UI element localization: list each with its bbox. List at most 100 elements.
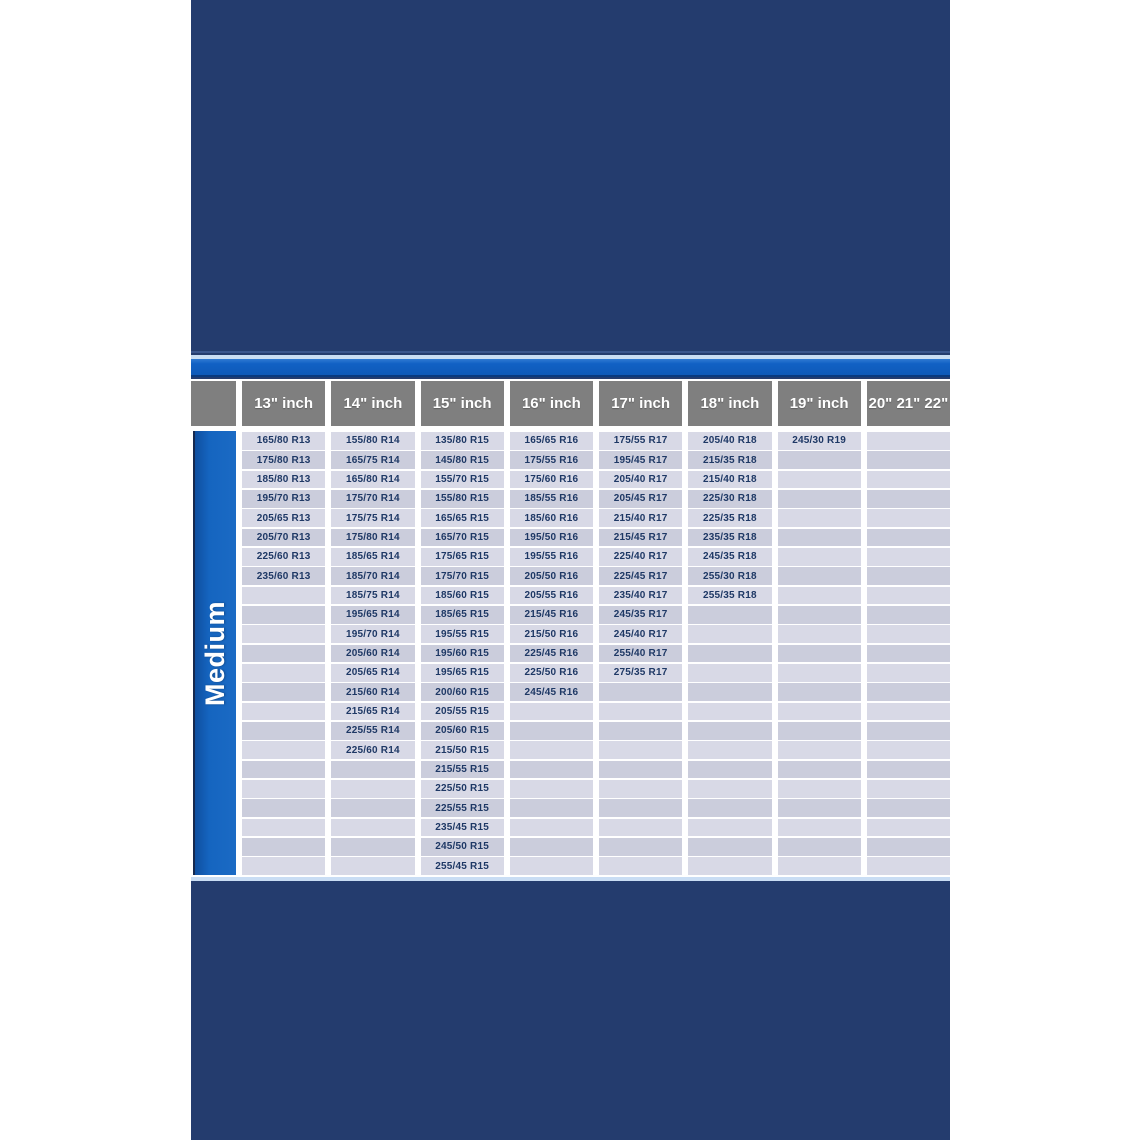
tire-size-cell: 175/65 R15 [420,547,504,566]
tire-size-cell [777,857,861,876]
tire-size-cell [599,683,683,702]
tire-size-cell [242,586,326,605]
tire-size-cell [331,799,415,818]
top-pale-line [191,355,950,359]
tire-size-cell [866,837,950,856]
tire-size-cell: 255/45 R15 [420,857,504,876]
tire-size-cell [599,857,683,876]
tire-size-cell [777,644,861,663]
tire-size-cell [866,586,950,605]
tire-size-cell [599,741,683,760]
tire-size-cell [777,586,861,605]
tire-size-cell [688,799,772,818]
tire-size-cell: 215/50 R15 [420,741,504,760]
tire-size-cell [688,702,772,721]
tire-size-cell [599,702,683,721]
tire-size-cell: 225/60 R14 [331,741,415,760]
tire-grid: 165/80 R13 155/80 R14 135/80 R15 165/65 R16… [242,432,950,876]
tire-size-cell [777,702,861,721]
tire-size-cell: 155/70 R15 [420,470,504,489]
tire-size-cell [777,547,861,566]
table-row: 195/70 R14 195/55 R15 215/50 R16 245/40 R17 [242,625,950,644]
table-row: 205/60 R14 195/60 R15 225/45 R16 255/40 R17 [242,644,950,663]
tire-size-cell: 255/40 R17 [599,644,683,663]
tire-size-cell [688,605,772,624]
tire-size-cell: 215/65 R14 [331,702,415,721]
tire-size-cell [866,567,950,586]
tire-size-cell: 215/60 R14 [331,683,415,702]
tire-size-cell: 155/80 R14 [331,432,415,450]
divider-hairline [191,351,950,353]
tire-size-cell [242,605,326,624]
table-row: 215/65 R14 205/55 R15 [242,702,950,721]
table-row: 215/60 R14 200/60 R15 245/45 R16 [242,683,950,702]
tire-size-cell: 165/80 R14 [331,470,415,489]
tire-size-cell: 185/60 R16 [509,509,593,528]
table-row: 195/65 R14 185/65 R15 215/45 R16 245/35 R17 [242,605,950,624]
tire-size-cell [509,799,593,818]
table-row: 185/75 R14 185/60 R15 205/55 R16 235/40 R17… [242,586,950,605]
table-row: 175/80 R13 165/75 R14 145/80 R15 175/55 R16… [242,451,950,470]
tire-size-cell: 225/35 R18 [688,509,772,528]
tire-size-cell: 135/80 R15 [420,432,504,450]
tire-size-cell: 205/70 R13 [242,528,326,547]
tire-size-cell: 205/40 R17 [599,470,683,489]
tire-size-cell: 185/65 R15 [420,605,504,624]
tire-size-cell [242,702,326,721]
tire-size-cell: 245/45 R16 [509,683,593,702]
tire-size-cell [777,663,861,682]
tire-size-cell [509,837,593,856]
table-row: 225/55 R14 205/60 R15 [242,721,950,740]
tire-size-cell: 165/65 R16 [509,432,593,450]
tire-size-cell: 215/45 R17 [599,528,683,547]
tire-size-cell [866,818,950,837]
tire-size-table: 13" inch 14" inch 15" inch 16" inch 17" inch… [191,379,950,877]
top-blue-bar [191,359,950,377]
medium-category-bar: Medium [193,431,236,875]
tire-size-cell [777,451,861,470]
tire-size-cell: 275/35 R17 [599,663,683,682]
tire-size-cell [777,721,861,740]
table-row: 235/60 R13 185/70 R14 175/70 R15 205/50 R16… [242,567,950,586]
tire-size-cell [331,760,415,779]
tire-size-cell: 215/40 R18 [688,470,772,489]
tire-size-cell [688,721,772,740]
tire-size-cell [242,683,326,702]
tire-size-cell [866,741,950,760]
tire-size-cell [509,779,593,798]
tire-size-cell [509,702,593,721]
tire-size-cell [777,509,861,528]
tire-size-cell [777,741,861,760]
tire-size-cell [866,605,950,624]
tire-size-cell: 235/45 R15 [420,818,504,837]
tire-size-cell: 185/75 R14 [331,586,415,605]
tire-size-cell: 235/40 R17 [599,586,683,605]
table-row: 185/80 R13 165/80 R14 155/70 R15 175/60 R16… [242,470,950,489]
tire-size-cell [866,721,950,740]
table-row: 205/70 R13 175/80 R14 165/70 R15 195/50 R16… [242,528,950,547]
tire-size-cell: 225/60 R13 [242,547,326,566]
tire-size-cell [242,663,326,682]
tire-size-cell: 175/60 R16 [509,470,593,489]
tire-size-cell [688,857,772,876]
tire-size-cell [866,528,950,547]
tire-size-cell: 215/35 R18 [688,451,772,470]
table-row: 205/65 R14 195/65 R15 225/50 R16 275/35 R17 [242,663,950,682]
tire-size-cell: 255/35 R18 [688,586,772,605]
tire-size-cell: 225/55 R15 [420,799,504,818]
tire-size-cell [777,625,861,644]
column-header: 13" inch [242,381,326,426]
table-row: 205/65 R13 175/75 R14 165/65 R15 185/60 R16… [242,509,950,528]
tire-size-cell: 235/60 R13 [242,567,326,586]
tire-size-cell [866,663,950,682]
tire-size-cell: 205/65 R13 [242,509,326,528]
tire-size-cell [866,702,950,721]
tire-size-cell: 185/60 R15 [420,586,504,605]
tire-size-cell: 195/55 R15 [420,625,504,644]
tire-size-cell [242,818,326,837]
table-row: 255/45 R15 [242,857,950,876]
tire-size-cell: 205/55 R16 [509,586,593,605]
tire-size-cell [599,760,683,779]
tire-size-cell: 175/55 R16 [509,451,593,470]
tire-size-cell: 165/70 R15 [420,528,504,547]
